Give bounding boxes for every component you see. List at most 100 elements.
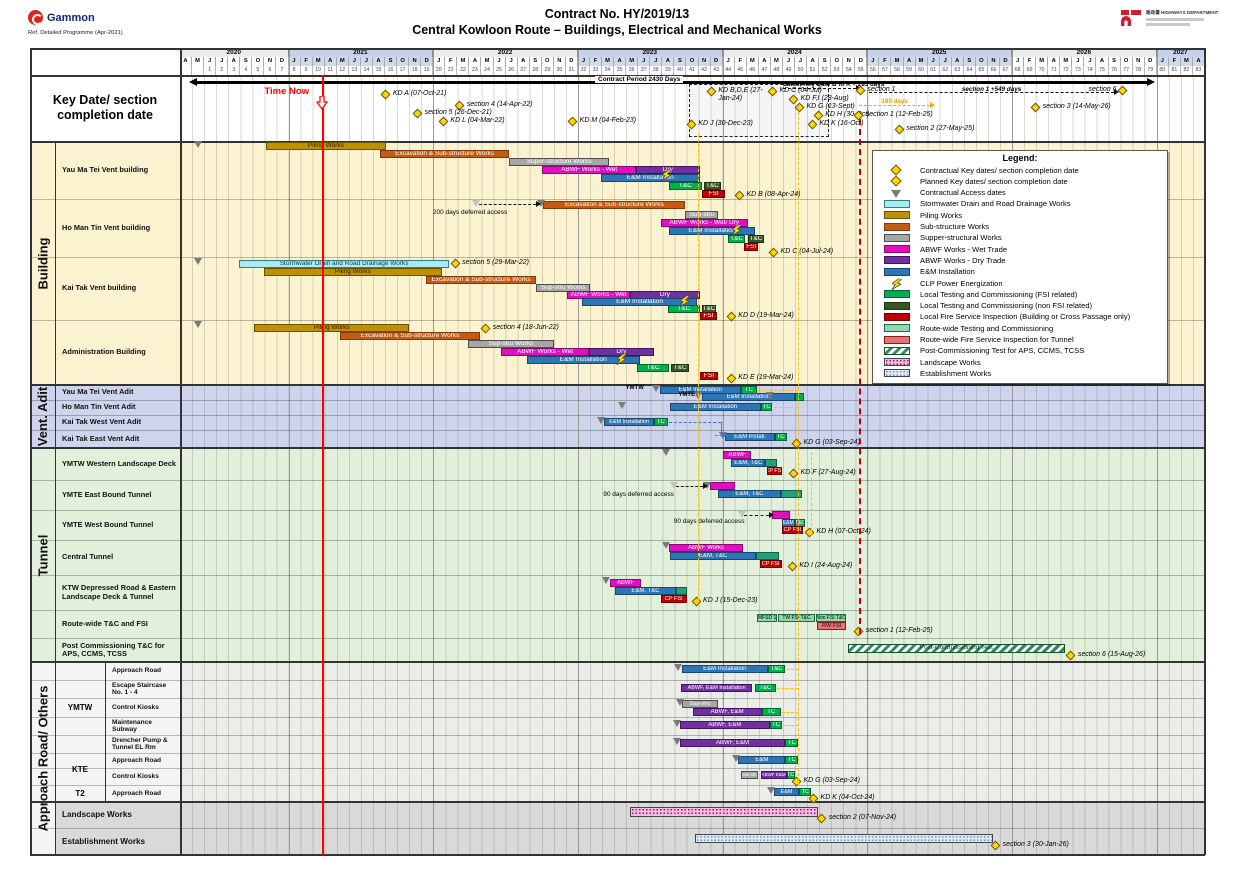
month-number: 63 xyxy=(951,66,964,75)
month-header: O xyxy=(541,57,554,66)
row-label: Control Kiosks xyxy=(105,768,180,785)
month-header: O xyxy=(831,57,844,66)
gantt-bar: E&M Installation xyxy=(526,356,640,364)
key-arrow-label: 180 days xyxy=(881,98,908,105)
gantt-bar: FSI xyxy=(701,190,726,198)
milestone-label: KD C (04-Jul-24) xyxy=(780,248,834,255)
gantt-bar: Sup-stru Works xyxy=(468,340,554,348)
row-separator xyxy=(30,429,1205,431)
month-header: N xyxy=(1132,57,1145,66)
dashed-connector xyxy=(868,92,1115,93)
month-header: A xyxy=(1096,57,1109,66)
access-date-icon xyxy=(674,664,683,671)
gantt-bar: Piling Works xyxy=(254,324,410,332)
milestone-label: section 3 (30-Jan-26) xyxy=(1002,841,1069,848)
gantt-bar xyxy=(772,511,791,519)
row-separator xyxy=(30,198,1205,200)
month-number: 51 xyxy=(807,66,820,75)
legend-swatch-rwfsi xyxy=(884,335,910,344)
gantt-bar: Post-Commissioning Test xyxy=(847,644,1065,653)
gantt-bar: CP FSI xyxy=(766,467,782,475)
month-number: 40 xyxy=(674,66,687,75)
access-date-icon xyxy=(661,542,670,549)
legend-item-label: Landscape Works xyxy=(920,357,981,367)
row-label: YMTE West Bound Tunnel xyxy=(55,510,180,540)
month-number: 34 xyxy=(602,66,615,75)
legend-swatch-rwtc xyxy=(884,324,910,333)
clp-bolt-icon xyxy=(678,295,690,308)
milestone-label: KD L (04-Mar-22) xyxy=(450,117,505,124)
legend-item-label: ABWF Works - Dry Trade xyxy=(920,255,1006,265)
month-header: M xyxy=(891,57,904,66)
annotation-note: 90 days deferred access xyxy=(673,518,745,525)
gantt-bar xyxy=(676,587,687,595)
month-header: M xyxy=(915,57,928,66)
access-date-icon xyxy=(673,720,682,727)
month-header: D xyxy=(565,57,578,66)
year-gridline xyxy=(1156,48,1158,855)
gantt-bar xyxy=(765,459,778,467)
clp-bolt-icon xyxy=(616,353,628,366)
gantt-bar: E&M Install. xyxy=(725,433,775,441)
month-number: 82 xyxy=(1180,66,1193,75)
month-number: 55 xyxy=(855,66,868,75)
year-header: 2021 xyxy=(288,48,434,57)
dashed-connector xyxy=(720,422,722,432)
access-date-icon xyxy=(193,258,202,265)
gantt-bar: ABWF, E&M xyxy=(692,708,762,716)
month-header: J xyxy=(493,57,506,66)
gammon-logo: Gammon xyxy=(28,10,95,25)
legend-triangle-icon xyxy=(891,189,901,198)
year-header: 2024 xyxy=(722,48,868,57)
month-number: 2 xyxy=(216,66,229,75)
title-contract-no: Contract No. HY/2019/13 xyxy=(544,7,690,21)
month-number: 56 xyxy=(867,66,880,75)
highways-dept-icon xyxy=(1120,10,1142,32)
month-header: A xyxy=(614,57,627,66)
month-number: 13 xyxy=(348,66,361,75)
gantt-bar: FSI xyxy=(699,372,719,380)
milestone-label: KD F,I (28-Aug) xyxy=(800,95,849,102)
row-separator xyxy=(30,609,1205,611)
arrow-head-icon xyxy=(929,102,935,108)
month-header: J xyxy=(204,57,217,66)
gantt-bar: MFSD 1 xyxy=(757,614,778,622)
time-now-label: Time Now xyxy=(264,86,310,97)
dashed-connector xyxy=(777,688,798,689)
row-separator xyxy=(30,384,1205,386)
row-label: Drencher Pump & Tunnel EL Rm xyxy=(105,735,180,753)
gantt-bar: Excavation & Sub-structure Works xyxy=(379,150,510,158)
legend-swatch-em xyxy=(884,267,910,276)
row-label: YMTE East Bound Tunnel xyxy=(55,480,180,510)
gantt-bar: TC xyxy=(785,739,799,747)
gantt-bar: ABWF Works - Wet/ Dry xyxy=(660,219,748,227)
gantt-bar: Sup-stru xyxy=(685,211,719,219)
gantt-bar: E&M Installation xyxy=(670,403,761,411)
month-number: 42 xyxy=(698,66,711,75)
gammon-logo-icon xyxy=(28,10,43,25)
gantt-bar: ABWF Works - Wet xyxy=(501,348,590,356)
gantt-bar xyxy=(794,393,805,401)
section-band-vent xyxy=(180,385,1205,448)
year-header: 2025 xyxy=(867,48,1013,57)
month-header: J xyxy=(1156,57,1169,66)
month-header: S xyxy=(963,57,976,66)
legend-box xyxy=(872,150,1168,384)
milestone-label: section 2 (27-May-25) xyxy=(906,125,975,132)
group-label-approach-road-others: Approach Road/ Others xyxy=(30,662,55,855)
month-number: 37 xyxy=(638,66,651,75)
month-number: 73 xyxy=(1072,66,1085,75)
year-gridline xyxy=(433,48,435,855)
month-header: A xyxy=(758,57,771,66)
month-header: J xyxy=(1012,57,1025,66)
month-header: O xyxy=(686,57,699,66)
access-date-icon xyxy=(472,200,481,207)
milestone-label: section 5 (26-Dec-21) xyxy=(424,109,492,116)
dept-name: 路政署 HIGHWAYS DEPARTMENT xyxy=(1146,10,1219,15)
time-now-arrow-icon xyxy=(316,95,329,111)
month-header: A xyxy=(469,57,482,66)
group-label-vent-adit: Vent. Adit xyxy=(30,385,55,448)
dashed-connector xyxy=(669,422,721,423)
frame-line xyxy=(30,48,32,855)
milestone-label: KD K (04-Oct-24) xyxy=(820,794,875,801)
